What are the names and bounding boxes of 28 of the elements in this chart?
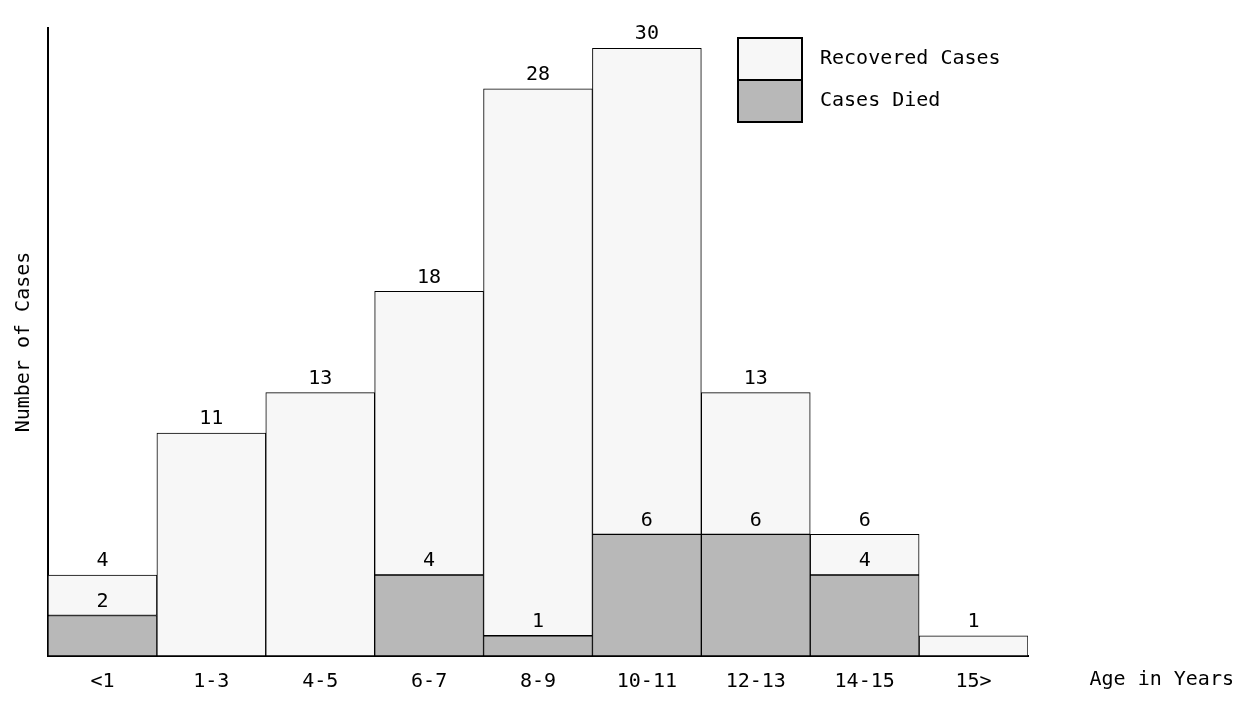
data-label: 6 — [640, 506, 653, 531]
x-tick-label: 15> — [955, 668, 992, 693]
total-label: 13 — [308, 364, 333, 389]
total-label: 28 — [525, 60, 551, 85]
total-label: 13 — [743, 364, 768, 389]
total-label: 1 — [967, 607, 980, 632]
x-tick-label: 6-7 — [411, 668, 448, 693]
data-label: 1 — [531, 607, 545, 632]
total-label: 6 — [858, 506, 871, 531]
total-label: 18 — [417, 263, 442, 288]
x-tick-label: <1 — [90, 668, 115, 693]
total-label: 11 — [199, 405, 224, 430]
x-tick-label: 4-5 — [302, 668, 339, 693]
data-label: 2 — [96, 587, 109, 612]
x-tick-label: 10-11 — [616, 668, 677, 693]
total-label: 30 — [634, 20, 659, 45]
legend-label: Cases Died — [820, 87, 941, 112]
x-axis-title: Age in Years — [1089, 666, 1234, 691]
x-tick-label: 1-3 — [193, 668, 230, 693]
x-tick-label: 14-15 — [834, 668, 895, 693]
total-label: 4 — [96, 547, 109, 572]
legend-label: Recovered Cases — [820, 45, 1001, 70]
y-axis-title: Number of Cases — [10, 251, 35, 433]
data-label: 4 — [423, 547, 436, 572]
data-label: 6 — [749, 506, 762, 531]
data-label: 4 — [858, 547, 871, 572]
x-tick-label: 12-13 — [725, 668, 786, 693]
x-tick-label: 8-9 — [519, 668, 557, 693]
